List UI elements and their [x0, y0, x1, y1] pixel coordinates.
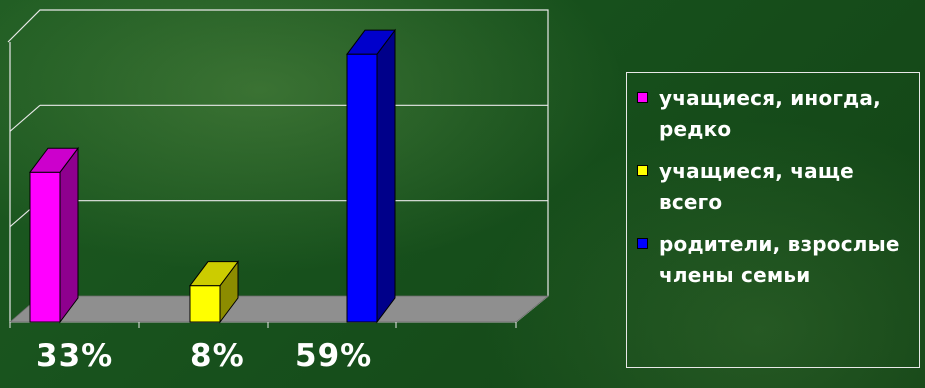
legend-swatch [637, 92, 648, 103]
bar-front [29, 171, 61, 323]
legend-label: учащиеся, чаще всего [659, 159, 854, 214]
bar-top [346, 29, 396, 55]
bar-front [346, 53, 378, 323]
bar-side [376, 28, 396, 324]
plot-frame [7, 9, 549, 323]
data-label-0: 33% [36, 338, 114, 374]
gridlines [9, 104, 548, 228]
bar-front [189, 285, 221, 323]
bar-side [59, 146, 79, 324]
axis-ticks [9, 322, 517, 328]
legend-label: родители, взрослые члены семьи [659, 232, 900, 287]
bar-2 [346, 28, 396, 324]
bar-0 [29, 146, 79, 324]
legend-swatch [637, 165, 648, 176]
data-label-1: 8% [190, 338, 245, 374]
bar-top [189, 261, 239, 287]
legend: учащиеся, иногда, редко учащиеся, чаще в… [626, 72, 920, 368]
legend-item-students-often: учащиеся, чаще всего [635, 156, 919, 218]
legend-label: учащиеся, иногда, редко [659, 86, 881, 141]
plot-floor [8, 295, 550, 323]
data-label-2: 59% [295, 338, 373, 374]
legend-swatch [637, 238, 648, 249]
legend-item-students-rarely: учащиеся, иногда, редко [635, 83, 919, 145]
gridline-side [9, 104, 41, 132]
bar-top [29, 147, 79, 173]
legend-item-parents: родители, взрослые члены семьи [635, 229, 919, 291]
bars [29, 28, 396, 324]
bar-1 [189, 260, 239, 324]
